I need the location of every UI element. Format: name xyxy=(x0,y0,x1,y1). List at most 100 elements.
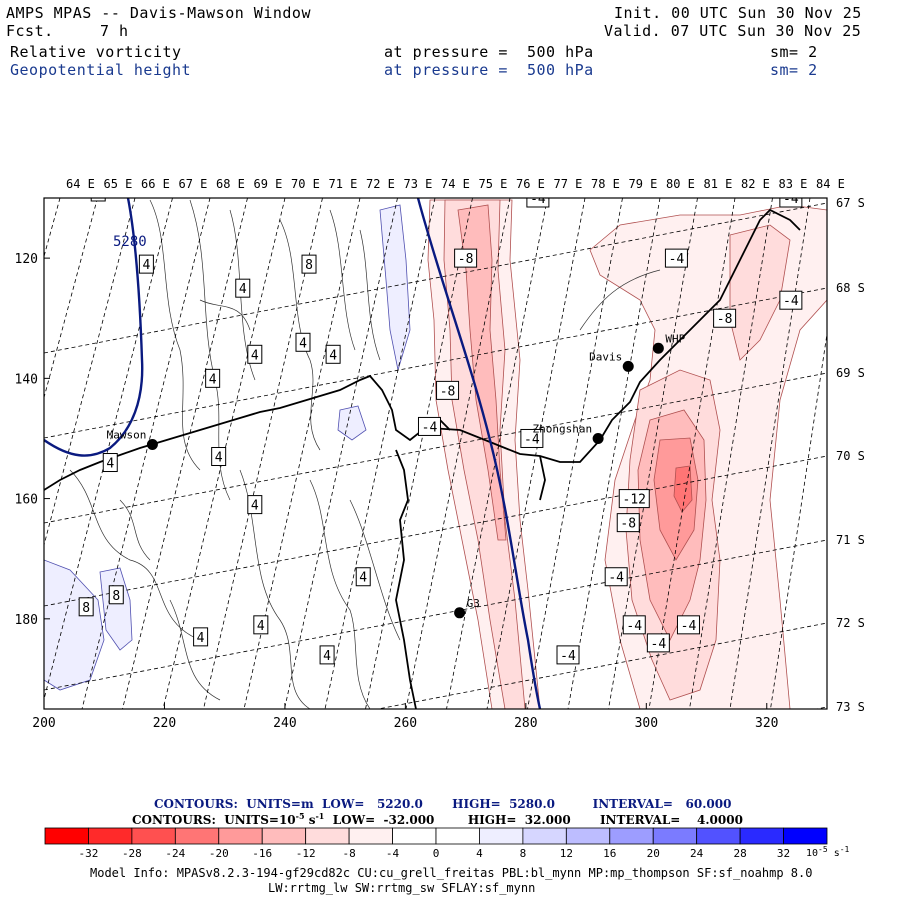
vorticity-label: -4 xyxy=(664,248,688,268)
longitude-label: 70 E xyxy=(291,177,320,191)
colorbar-swatch xyxy=(696,827,741,845)
colorbar-swatch xyxy=(218,827,263,845)
pos-vort-north xyxy=(379,204,411,371)
y-axis-ticks: 120 140 160 180 xyxy=(15,252,50,628)
vorticity-label: 4 xyxy=(319,645,335,665)
vorticity-label: -4 xyxy=(779,192,803,208)
colorbar-label: -20 xyxy=(209,847,229,860)
svg-text:-4: -4 xyxy=(608,571,624,586)
latitude-label: 71 S xyxy=(836,533,865,547)
vorticity-label: -4 xyxy=(526,192,550,208)
svg-text:4: 4 xyxy=(94,186,102,201)
y-tick-label: 160 xyxy=(15,493,38,508)
field1-name: Relative vorticity xyxy=(10,43,182,61)
svg-text:4: 4 xyxy=(251,348,259,363)
svg-text:4: 4 xyxy=(215,451,223,466)
height-contour-info: CONTOURS: UNITS=m LOW= 5220.0 HIGH= 5280… xyxy=(154,797,732,811)
colorbar-swatch xyxy=(522,827,567,845)
vorticity-label: -4 xyxy=(520,428,544,448)
x-tick-label: 260 xyxy=(394,716,417,731)
svg-text:-4: -4 xyxy=(560,649,576,664)
vorticity-label: 4 xyxy=(355,567,371,587)
svg-text:4: 4 xyxy=(329,348,337,363)
svg-text:Mawson: Mawson xyxy=(107,428,147,441)
stations: Mawson Davis WHP Zhongshan G3 xyxy=(107,332,686,619)
longitude-label: 74 E xyxy=(441,177,470,191)
vorticity-label: 4 xyxy=(247,495,263,515)
vorticity-label: 4 xyxy=(90,186,106,202)
svg-text:-4: -4 xyxy=(524,432,540,447)
x-tick-label: 320 xyxy=(755,716,778,731)
colorbar-label: 24 xyxy=(690,847,704,860)
longitude-label: 75 E xyxy=(479,177,508,191)
longitude-label: 83 E xyxy=(779,177,808,191)
longitude-label: 80 E xyxy=(666,177,695,191)
svg-text:4: 4 xyxy=(323,649,331,664)
colorbar-swatch xyxy=(392,827,437,845)
y-tick-label: 180 xyxy=(15,613,38,628)
latitude-label: 73 S xyxy=(836,700,865,714)
vorticity-label: 8 xyxy=(301,254,317,274)
vorticity-label: 4 xyxy=(295,332,311,352)
colorbar-label: 16 xyxy=(603,847,616,860)
colorbar-swatch xyxy=(783,827,828,845)
longitude-label: 72 E xyxy=(366,177,395,191)
field2-pressure: at pressure = 500 hPa xyxy=(384,61,594,79)
svg-text:-4: -4 xyxy=(530,192,546,207)
svg-text:Zhongshan: Zhongshan xyxy=(533,422,593,435)
longitude-label: 73 E xyxy=(404,177,433,191)
latitude-label: 72 S xyxy=(836,616,865,630)
colorbar-swatch xyxy=(261,827,307,845)
colorbar-swatch xyxy=(131,827,176,845)
contour-units-exponent: -5 xyxy=(295,811,305,821)
station-mawson: Mawson xyxy=(107,428,158,450)
svg-text:-4: -4 xyxy=(422,420,438,435)
neg-vort-east-max xyxy=(673,465,693,513)
geopotential-height-contours xyxy=(44,198,542,709)
pos-vort-west-small xyxy=(99,567,133,651)
longitude-label: 79 E xyxy=(629,177,658,191)
colorbar-label: 12 xyxy=(560,847,573,860)
station-g3: G3 xyxy=(454,597,480,619)
vorticity-label: 4 xyxy=(247,344,263,364)
svg-text:-4: -4 xyxy=(669,252,685,267)
colorbar-swatch xyxy=(739,827,784,845)
colorbar-label: -16 xyxy=(252,847,272,860)
vorticity-contour-labels: 4 4 4 8 4 4 4 4 4 4 4 4 8 8 4 4 4 -4 -8 -8 -4 -4 -4 -4 -8 -4 -12 -8… xyxy=(78,186,803,665)
longitude-label: 69 E xyxy=(254,177,283,191)
vorticity-label: -8 xyxy=(713,308,737,328)
colorbar-swatch xyxy=(652,827,698,845)
vorticity-label: 4 xyxy=(253,615,269,635)
svg-text:4: 4 xyxy=(257,619,265,634)
vorticity-label: -8 xyxy=(616,513,640,533)
colorbar-label: 8 xyxy=(520,847,527,860)
colorbar-label: -8 xyxy=(342,847,355,860)
svg-text:WHP: WHP xyxy=(665,332,685,345)
longitude-label: 82 E xyxy=(741,177,770,191)
latitude-label: 70 S xyxy=(836,449,865,463)
right-latitude-labels: 67 S 68 S 69 S 70 S 71 S 72 S 73 S xyxy=(836,196,865,714)
longitude-label: 76 E xyxy=(516,177,545,191)
x-tick-label: 240 xyxy=(273,716,296,731)
colorbar-label: 0 xyxy=(433,847,440,860)
svg-text:Davis: Davis xyxy=(589,350,622,363)
svg-text:4: 4 xyxy=(359,571,367,586)
vorticity-label: -4 xyxy=(779,290,803,310)
svg-text:-4: -4 xyxy=(651,637,667,652)
pos-vort-center xyxy=(337,405,367,441)
field2-name: Geopotential height xyxy=(10,61,192,79)
plot-title: AMPS MPAS -- Davis-Mawson Window xyxy=(6,4,311,22)
svg-text:-4: -4 xyxy=(783,192,799,207)
field2-smoothing: sm= 2 xyxy=(770,61,818,79)
colorbar-label: -12 xyxy=(296,847,316,860)
longitude-label: 64 E xyxy=(66,177,95,191)
longitude-label: 81 E xyxy=(704,177,733,191)
height-contour-central xyxy=(416,198,542,709)
y-tick-label: 120 xyxy=(15,252,38,267)
svg-text:4: 4 xyxy=(239,282,247,297)
colorbar-swatch xyxy=(435,827,480,845)
field1-pressure: at pressure = 500 hPa xyxy=(384,43,594,61)
vorticity-label: 4 xyxy=(138,254,154,274)
colorbar: -32 -28 -24 -20 -16 -12 -8 -4 0 4 8 12 16 20 24 28 32 10-… xyxy=(44,827,850,860)
